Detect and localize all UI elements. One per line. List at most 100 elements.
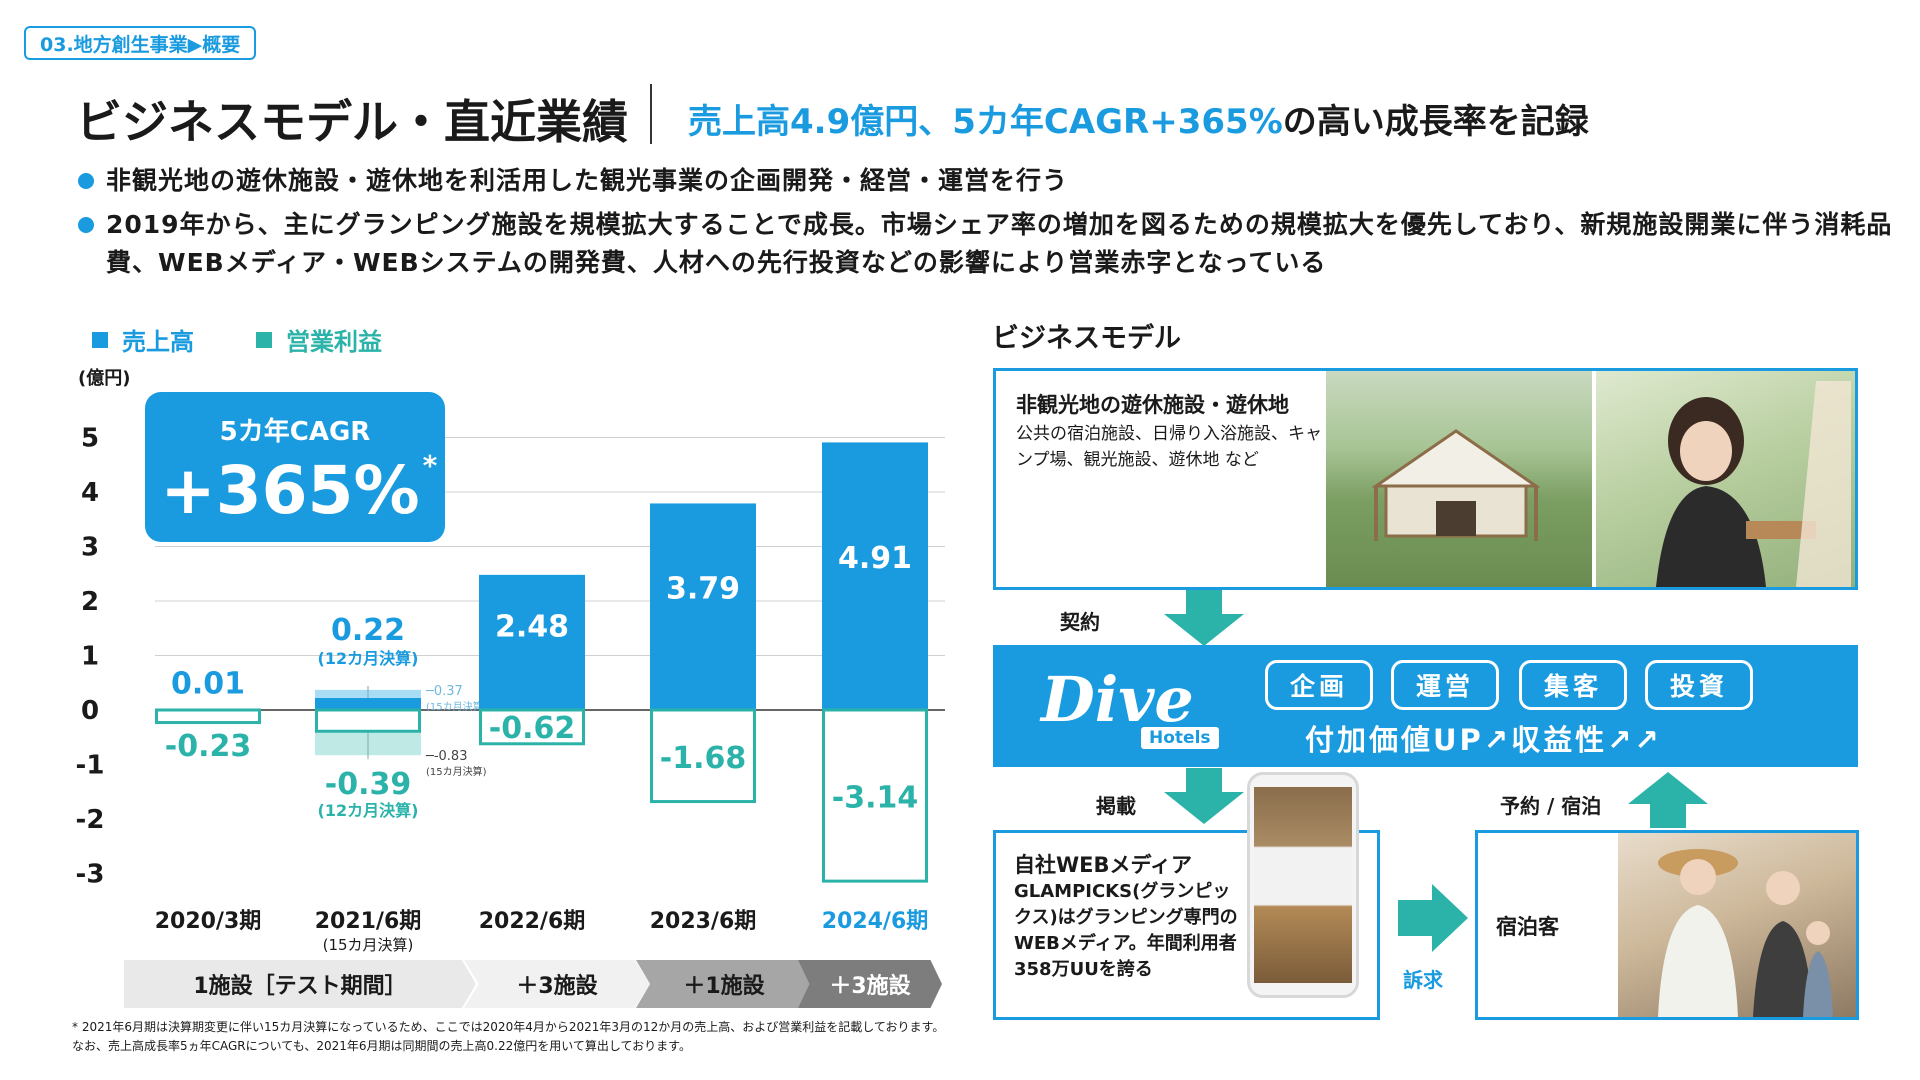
appeal-label: 訴求 [1403, 968, 1443, 992]
x-category-label: 2020/3期 [155, 909, 262, 934]
bar-profit [155, 708, 261, 725]
phase-2: ＋3施設 [464, 960, 650, 1008]
x-category-label: 2024/6期 [822, 909, 929, 934]
bar-revenue [315, 698, 421, 710]
guests-photo [1618, 833, 1856, 1017]
y-tick-label: 0 [81, 696, 99, 726]
page-subtitle: 売上高4.9億円、5カ年CAGR+365%の高い成長率を記録 [688, 94, 1589, 143]
bar-revenue [822, 442, 928, 710]
y-tick-label: 1 [81, 642, 99, 672]
phone-screen [1254, 787, 1352, 983]
bullet-dot-icon [78, 217, 94, 233]
y-tick-label: -1 [76, 751, 105, 781]
profit-15m-label: ─-0.83 [425, 749, 467, 764]
profit-15m-note: (15カ月決算) [426, 765, 487, 778]
legend-revenue-label: 売上高 [122, 328, 194, 356]
x-category-sublabel: (15カ月決算) [323, 936, 414, 954]
arrow-up-booking-icon [1628, 772, 1708, 828]
legend-profit-swatch [256, 331, 272, 348]
subtitle-highlight: 売上高4.9億円、5カ年CAGR+365% [688, 102, 1283, 142]
revenue-value-label: 0.01 [171, 666, 245, 701]
arrow-down-listing-icon [1164, 768, 1244, 824]
media-heading: 自社WEBメディア [1014, 853, 1193, 877]
legend-profit-label: 営業利益 [286, 328, 382, 356]
cagr-label: 5カ年CAGR [220, 416, 371, 447]
y-tick-label: 5 [81, 424, 99, 454]
phase-1: 1施設［テスト期間］ [124, 960, 476, 1008]
bar-revenue [479, 574, 585, 710]
pill-attraction: 集客 [1519, 660, 1627, 710]
listing-label: 掲載 [1096, 794, 1136, 818]
media-body: GLAMPICKS(グランピックス)はグランピング専門のWEBメディア。年間利用… [1014, 881, 1238, 980]
bullet-text: 2019年から、主にグランピング施設を規模拡大することで成長。市場シェア率の増加… [106, 210, 1893, 277]
source-heading: 非観光地の遊休施設・遊休地 [1016, 393, 1289, 417]
section-tag: 03.地方創生事業▶概要 [24, 26, 257, 60]
revenue-value-label: 4.91 [838, 541, 912, 576]
legend-profit: 営業利益 [256, 322, 382, 357]
booking-label: 予約 / 宿泊 [1500, 794, 1602, 818]
phase-4: ＋3施設 [798, 960, 942, 1008]
source-body: 公共の宿泊施設、日帰り入浴施設、キャンプ場、観光施設、遊休地 など [1016, 424, 1322, 470]
profit-value-label: -0.39 [325, 767, 411, 802]
guest-heading: 宿泊客 [1496, 915, 1559, 939]
x-category-label: 2021/6期 [315, 909, 422, 934]
value-up-text: 付加価値UP↗収益性↗↗ [1305, 723, 1662, 757]
arrow-right-appeal-icon [1398, 884, 1468, 952]
cagr-box [145, 392, 445, 542]
revenue-12m-note: (12カ月決算) [318, 649, 419, 668]
title-divider [650, 84, 652, 144]
pill-investment: 投資 [1645, 660, 1753, 710]
revenue-15m-label: ─0.37 [425, 684, 463, 699]
subtitle-rest: の高い成長率を記録 [1282, 102, 1589, 142]
cagr-value: +365% [160, 452, 419, 529]
smartphone-media-mockup [1247, 772, 1359, 998]
y-axis-unit-label: (億円) [78, 367, 130, 389]
y-tick-label: 2 [81, 587, 99, 617]
revenue-value-label: 3.79 [666, 572, 740, 607]
y-tick-label: -3 [76, 860, 105, 890]
hotels-tag: Hotels [1141, 727, 1219, 749]
profit-value-label: -1.68 [660, 741, 746, 776]
x-category-label: 2022/6期 [479, 909, 586, 934]
bullet-text: 非観光地の遊休施設・遊休地を利活用した観光事業の企画開発・経営・運営を行う [106, 166, 1069, 195]
bullet-2: 2019年から、主にグランピング施設を規模拡大することで成長。市場シェア率の増加… [78, 206, 1906, 282]
dive-logo: Dive [1041, 663, 1194, 736]
bar-profit [650, 708, 756, 804]
bar-profit [822, 708, 928, 883]
y-tick-label: -2 [76, 805, 105, 835]
glamping-tent-photo [1326, 371, 1592, 587]
y-tick-label: 4 [81, 478, 99, 508]
business-model-title: ビジネスモデル [992, 323, 1181, 354]
revenue-15m-note: (15カ月決算) [426, 700, 487, 713]
revenue-profit-chart: (億円) 5 4 3 2 1 0 -1 -2 -3 5カ年CAGR +365% * 0.01 -0.23 20… [76, 367, 945, 954]
legend-revenue: 売上高 [92, 322, 194, 357]
cagr-footnote-mark: * [423, 449, 438, 482]
revenue-value-label: 0.22 [331, 613, 405, 648]
profit-12m-note: (12カ月決算) [318, 801, 419, 820]
guest-box: 宿泊客 [1475, 830, 1859, 1020]
contract-label: 契約 [1060, 610, 1100, 634]
phase-3: ＋1施設 [636, 960, 812, 1008]
dive-hotels-band: Dive Hotels 企画 運営 集客 投資 付加価値UP↗収益性↗↗ [993, 645, 1858, 767]
bullet-1: 非観光地の遊休施設・遊休地を利活用した観光事業の企画開発・経営・運営を行う [78, 162, 1906, 200]
y-tick-label: 3 [81, 533, 99, 563]
x-category-label: 2023/6期 [650, 909, 757, 934]
bar-revenue [650, 503, 756, 710]
profit-value-label: -0.23 [165, 729, 251, 764]
woman-coffee-photo [1596, 371, 1855, 587]
bar-profit [315, 708, 421, 733]
legend-revenue-swatch [92, 331, 108, 348]
arrow-down-contract-icon [1164, 590, 1244, 646]
bullet-dot-icon [78, 173, 94, 189]
revenue-value-label: 2.48 [495, 609, 569, 644]
pill-operation: 運営 [1391, 660, 1499, 710]
profit-value-label: -0.62 [489, 711, 575, 746]
pill-planning: 企画 [1265, 660, 1373, 710]
profit-value-label: -3.14 [832, 781, 918, 816]
bar-profit [479, 708, 585, 746]
page-title: ビジネスモデル・直近業績 [76, 95, 628, 149]
woman-figure-icon [1656, 381, 1851, 587]
footnote: * 2021年6月期は決算期変更に伴い15カ月決算になっているため、ここでは20… [72, 1020, 945, 1053]
tent-icon [1371, 429, 1541, 541]
family-figures-icon [1658, 849, 1833, 1017]
